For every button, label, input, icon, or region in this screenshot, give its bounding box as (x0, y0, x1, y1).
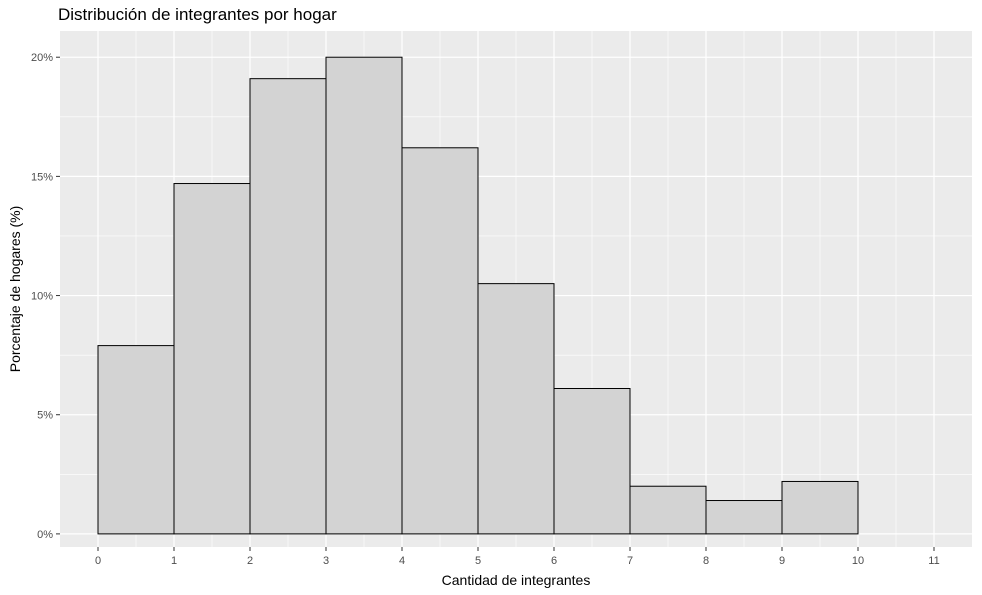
bars (97, 56, 859, 535)
x-tick-label: 1 (171, 555, 177, 567)
y-tick-label: 15% (31, 171, 53, 183)
x-tick-label: 0 (95, 555, 101, 567)
chart-title: Distribución de integrantes por hogar (58, 5, 337, 24)
histogram-bar-3 (325, 56, 403, 535)
axes: 0 1 2 3 4 5 6 7 8 9 10 11 0% 5% 10% 15% 20% (31, 52, 940, 567)
x-tick-label: 5 (475, 555, 481, 567)
x-tick-label: 4 (399, 555, 405, 567)
histogram-bar-2 (249, 78, 327, 535)
histogram-bar-4 (401, 147, 479, 535)
histogram-bar-8 (705, 500, 783, 535)
histogram-bar-1 (173, 183, 251, 535)
x-tick-label: 7 (627, 555, 633, 567)
y-tick-label: 20% (31, 52, 53, 64)
x-tick-label: 6 (551, 555, 557, 567)
x-axis-title: Cantidad de integrantes (442, 572, 591, 588)
y-tick-label: 10% (31, 291, 53, 303)
x-tick-label: 11 (928, 555, 939, 567)
x-tick-label: 10 (852, 555, 864, 567)
y-tick-label: 0% (37, 529, 53, 541)
histogram-bar-9 (781, 480, 859, 535)
x-tick-label: 2 (247, 555, 253, 567)
histogram-bar-0 (97, 345, 175, 535)
histogram-bar-6 (553, 388, 631, 535)
y-tick-label: 5% (37, 410, 53, 422)
histogram-bar-5 (477, 283, 555, 535)
x-tick-label: 8 (703, 555, 709, 567)
x-tick-label: 3 (323, 555, 329, 567)
x-tick-label: 9 (779, 555, 785, 567)
y-axis-title: Porcentaje de hogares (%) (7, 206, 23, 373)
histogram-bar-7 (629, 485, 707, 535)
